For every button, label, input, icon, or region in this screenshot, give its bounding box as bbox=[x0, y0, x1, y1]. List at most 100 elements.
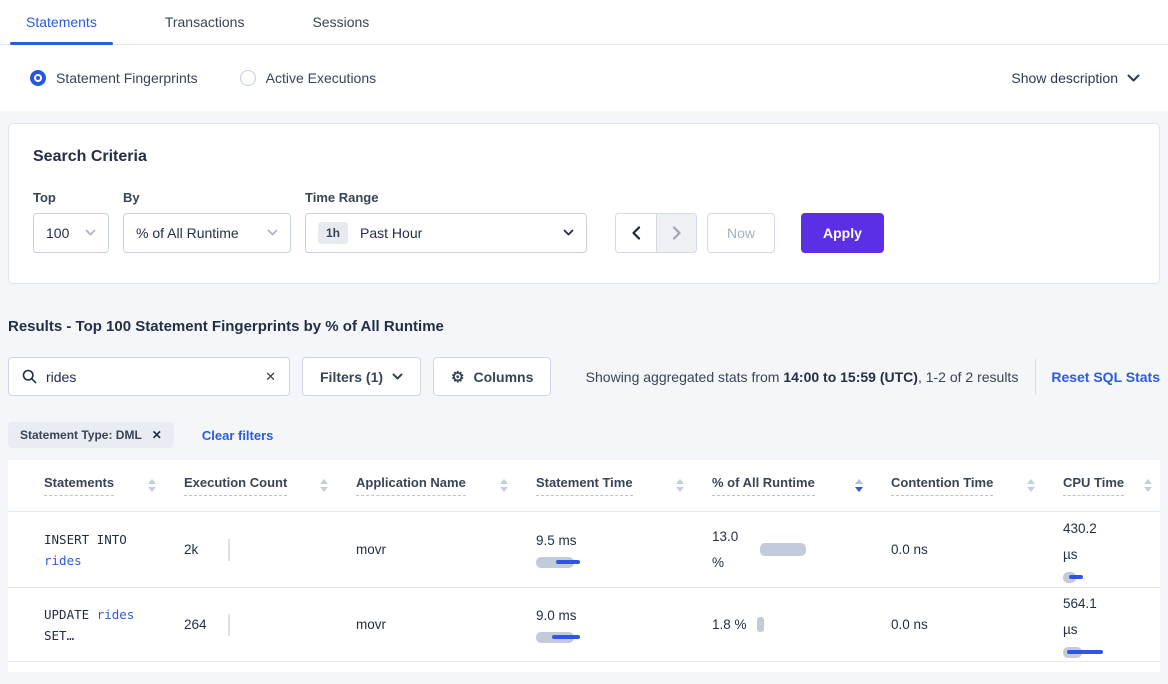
by-select-value: % of All Runtime bbox=[136, 225, 239, 241]
time-range-field: Time Range 1h Past Hour bbox=[305, 190, 589, 253]
statement-link[interactable]: rides bbox=[96, 606, 135, 622]
column-header-application-name[interactable]: Application Name bbox=[356, 475, 536, 496]
statement-text: UPDATE bbox=[44, 606, 90, 622]
table-row: INSERT INTO rides 2k movr 9.5 ms 13.0 % … bbox=[8, 512, 1160, 588]
cpu-time-value: 430.2 µs bbox=[1063, 521, 1097, 562]
remove-filter-icon[interactable]: ✕ bbox=[151, 428, 162, 442]
apply-button[interactable]: Apply bbox=[801, 213, 884, 253]
top-field: Top 100 bbox=[33, 190, 109, 253]
by-label: By bbox=[123, 190, 140, 205]
clear-filters-link[interactable]: Clear filters bbox=[201, 427, 274, 443]
execution-count-bar bbox=[228, 613, 230, 636]
filter-pill-label: Statement Type: DML bbox=[20, 428, 142, 442]
filters-button[interactable]: Filters (1) bbox=[302, 357, 422, 396]
statement-time-value: 9.5 ms bbox=[536, 532, 577, 548]
stats-suffix: , 1-2 of 2 results bbox=[917, 368, 1019, 385]
radio-label: Active Executions bbox=[265, 70, 377, 86]
columns-label: Columns bbox=[473, 368, 534, 385]
active-filters-row: Statement Type: DML ✕ Clear filters bbox=[8, 422, 1160, 448]
execution-count-value: 264 bbox=[184, 617, 207, 632]
chevron-down-icon bbox=[85, 229, 96, 236]
search-box[interactable]: ✕ bbox=[8, 357, 290, 396]
table-row: UPDATE rides SET… 264 movr 9.0 ms 1.8 % … bbox=[8, 588, 1160, 662]
by-field: By % of All Runtime bbox=[123, 190, 291, 253]
column-header-statements[interactable]: Statements bbox=[44, 475, 184, 496]
radio-selected-icon bbox=[30, 70, 46, 86]
sort-control[interactable] bbox=[148, 479, 156, 492]
chevron-down-icon bbox=[563, 229, 574, 236]
radio-label: Statement Fingerprints bbox=[56, 70, 198, 86]
table-header-row: Statements Execution Count Application N… bbox=[8, 460, 1160, 512]
cpu-time-bar bbox=[1063, 647, 1107, 658]
radio-statement-fingerprints[interactable]: Statement Fingerprints bbox=[30, 70, 198, 86]
statement-text: SET… bbox=[44, 627, 75, 643]
time-range-select[interactable]: 1h Past Hour bbox=[305, 213, 587, 253]
statement-time-cell: 9.5 ms bbox=[536, 532, 712, 568]
columns-button[interactable]: ⚙ Columns bbox=[433, 357, 552, 396]
statement-time-bar bbox=[536, 631, 584, 643]
tab-sessions[interactable]: Sessions bbox=[312, 14, 370, 30]
column-header-statement-time[interactable]: Statement Time bbox=[536, 475, 712, 496]
sort-control[interactable] bbox=[676, 479, 684, 492]
now-button[interactable]: Now bbox=[707, 213, 776, 253]
column-header-execution-count[interactable]: Execution Count bbox=[184, 475, 356, 496]
results-title: Results - Top 100 Statement Fingerprints… bbox=[8, 318, 444, 335]
cpu-time-cell: 430.2 µs bbox=[1063, 516, 1160, 583]
pct-bar bbox=[760, 543, 806, 556]
time-pager bbox=[615, 213, 697, 253]
by-select[interactable]: % of All Runtime bbox=[123, 213, 291, 253]
radio-active-executions[interactable]: Active Executions bbox=[239, 70, 377, 86]
execution-count-bar bbox=[228, 538, 230, 561]
column-header-cpu-time[interactable]: CPU Time bbox=[1063, 475, 1160, 496]
sort-control[interactable] bbox=[1144, 479, 1152, 492]
column-header-contention-time[interactable]: Contention Time bbox=[891, 475, 1063, 496]
sort-control-active-desc[interactable] bbox=[855, 479, 863, 492]
statement-cell: INSERT INTO rides bbox=[44, 529, 184, 571]
cpu-time-value: 564.1 µs bbox=[1063, 596, 1097, 637]
show-description-label: Show description bbox=[1011, 70, 1118, 86]
previous-time-button[interactable] bbox=[616, 214, 656, 252]
time-range-value: Past Hour bbox=[360, 225, 423, 241]
filters-label: Filters (1) bbox=[320, 368, 384, 385]
statement-time-value: 9.0 ms bbox=[536, 607, 577, 623]
pct-value: 1.8 % bbox=[712, 617, 747, 632]
search-criteria-panel: Search Criteria Top 100 By % of All Runt… bbox=[8, 123, 1160, 284]
clear-search-icon[interactable]: ✕ bbox=[265, 368, 276, 384]
sort-control[interactable] bbox=[500, 479, 508, 492]
tab-transactions[interactable]: Transactions bbox=[164, 14, 245, 30]
tab-statements[interactable]: Statements bbox=[10, 0, 113, 45]
chevron-down-icon bbox=[267, 229, 278, 236]
chevron-left-icon bbox=[632, 226, 641, 240]
sort-control[interactable] bbox=[320, 479, 328, 492]
contention-time-cell: 0.0 ns bbox=[891, 617, 928, 632]
gear-icon: ⚙ bbox=[451, 368, 465, 386]
pct-of-all-runtime-cell: 1.8 % bbox=[712, 617, 891, 632]
filter-pill-statement-type[interactable]: Statement Type: DML ✕ bbox=[8, 422, 174, 448]
stats-time-range: 14:00 to 15:59 (UTC) bbox=[783, 368, 918, 385]
sort-control[interactable] bbox=[1027, 479, 1035, 492]
next-time-button[interactable] bbox=[656, 214, 696, 252]
pct-bar bbox=[756, 617, 764, 632]
column-header-pct-of-all-runtime[interactable]: % of All Runtime bbox=[712, 475, 891, 496]
chevron-right-icon bbox=[672, 226, 681, 240]
show-description-toggle[interactable]: Show description bbox=[1011, 70, 1140, 86]
chevron-down-icon bbox=[392, 373, 403, 379]
stats-prefix: Showing aggregated stats from bbox=[585, 368, 784, 385]
statement-cell: UPDATE rides SET… bbox=[44, 604, 184, 646]
cpu-time-cell: 564.1 µs bbox=[1063, 591, 1160, 658]
reset-sql-stats-link[interactable]: Reset SQL Stats bbox=[1051, 368, 1160, 385]
execution-count-cell: 264 bbox=[184, 613, 356, 636]
top-tab-bar: Statements Transactions Sessions bbox=[0, 0, 1168, 45]
top-select[interactable]: 100 bbox=[33, 213, 109, 253]
statement-link[interactable]: rides bbox=[44, 552, 82, 568]
results-toolbar: ✕ Filters (1) ⚙ Columns Showing aggregat… bbox=[8, 357, 1160, 396]
statement-time-cell: 9.0 ms bbox=[536, 607, 712, 643]
stats-summary: Showing aggregated stats from 14:00 to 1… bbox=[586, 369, 1019, 385]
execution-count-value: 2k bbox=[184, 542, 199, 557]
radio-unselected-icon bbox=[239, 70, 256, 86]
statement-time-bar bbox=[536, 556, 584, 568]
application-name-cell: movr bbox=[356, 542, 386, 557]
pct-of-all-runtime-cell: 13.0 % bbox=[712, 524, 891, 576]
search-input[interactable] bbox=[46, 368, 257, 385]
vertical-divider bbox=[1035, 358, 1037, 395]
